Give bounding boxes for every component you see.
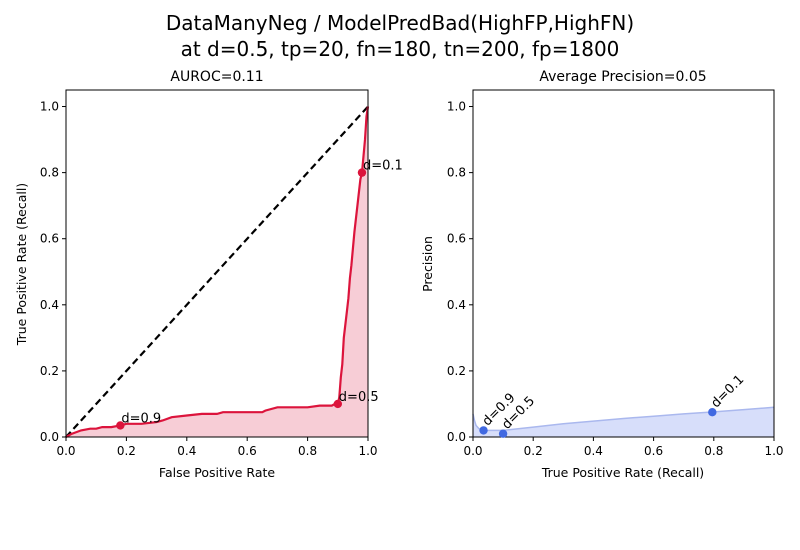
roc-ytick-label: 0.6 bbox=[40, 232, 59, 246]
roc-ylabel: True Positive Rate (Recall) bbox=[14, 183, 29, 346]
roc-xtick-label: 0.2 bbox=[117, 444, 136, 458]
roc-axes: AUROC=0.11 False Positive Rate True Posi… bbox=[14, 69, 403, 480]
roc-threshold-label: d=0.1 bbox=[363, 159, 403, 174]
pr-title: Average Precision=0.05 bbox=[539, 69, 706, 85]
roc-chance-line bbox=[65, 105, 369, 438]
roc-title: AUROC=0.11 bbox=[170, 69, 263, 85]
roc-ytick-label: 0.8 bbox=[40, 166, 59, 180]
roc-xtick-label: 0.8 bbox=[298, 444, 317, 458]
pr-ylabel: Precision bbox=[420, 236, 435, 292]
pr-xtick-label: 0.0 bbox=[463, 444, 482, 458]
roc-xtick-label: 0.6 bbox=[238, 444, 257, 458]
pr-axes: Average Precision=0.05 True Positive Rat… bbox=[420, 69, 784, 480]
pr-xlabel: True Positive Rate (Recall) bbox=[541, 465, 704, 480]
pr-threshold-point bbox=[479, 426, 488, 435]
pr-ytick-label: 0.0 bbox=[447, 430, 466, 444]
pr-threshold-point bbox=[708, 408, 717, 417]
pr-area-fill bbox=[473, 407, 774, 437]
pr-curve bbox=[472, 406, 775, 432]
roc-ytick-label: 0.2 bbox=[40, 364, 59, 378]
pr-xtick-label: 0.2 bbox=[524, 444, 543, 458]
roc-xlabel: False Positive Rate bbox=[159, 465, 275, 480]
pr-threshold-point bbox=[498, 429, 508, 438]
pr-xtick-label: 0.4 bbox=[584, 444, 603, 458]
roc-threshold-label: d=0.9 bbox=[121, 411, 161, 426]
pr-ytick-label: 0.2 bbox=[447, 364, 466, 378]
pr-ytick-label: 0.8 bbox=[447, 166, 466, 180]
pr-threshold-label: d=0.1 bbox=[709, 372, 748, 411]
roc-ytick-label: 1.0 bbox=[40, 100, 59, 114]
pr-ytick-label: 0.4 bbox=[447, 298, 466, 312]
roc-axes-frame bbox=[65, 89, 369, 438]
roc-threshold-point bbox=[357, 168, 367, 177]
roc-threshold-label: d=0.5 bbox=[339, 390, 379, 405]
pr-ytick-label: 1.0 bbox=[447, 100, 466, 114]
roc-ytick-label: 0.4 bbox=[40, 298, 59, 312]
figure-title-line2: at d=0.5, tp=20, fn=180, tn=200, fp=1800 bbox=[181, 37, 620, 61]
figure-title-line1: DataManyNeg / ModelPredBad(HighFP,HighFN… bbox=[166, 11, 634, 35]
pr-axes-frame bbox=[472, 89, 775, 438]
roc-ytick-label: 0.0 bbox=[40, 430, 59, 444]
roc-xtick-label: 0.4 bbox=[177, 444, 196, 458]
pr-xtick-label: 1.0 bbox=[764, 444, 783, 458]
roc-xtick-label: 1.0 bbox=[358, 444, 377, 458]
pr-xtick-label: 0.8 bbox=[704, 444, 723, 458]
roc-threshold-point bbox=[116, 421, 125, 430]
roc-threshold-point bbox=[333, 399, 342, 409]
pr-ytick-label: 0.6 bbox=[447, 232, 466, 246]
pr-xtick-label: 0.6 bbox=[644, 444, 663, 458]
roc-xtick-label: 0.0 bbox=[56, 444, 75, 458]
